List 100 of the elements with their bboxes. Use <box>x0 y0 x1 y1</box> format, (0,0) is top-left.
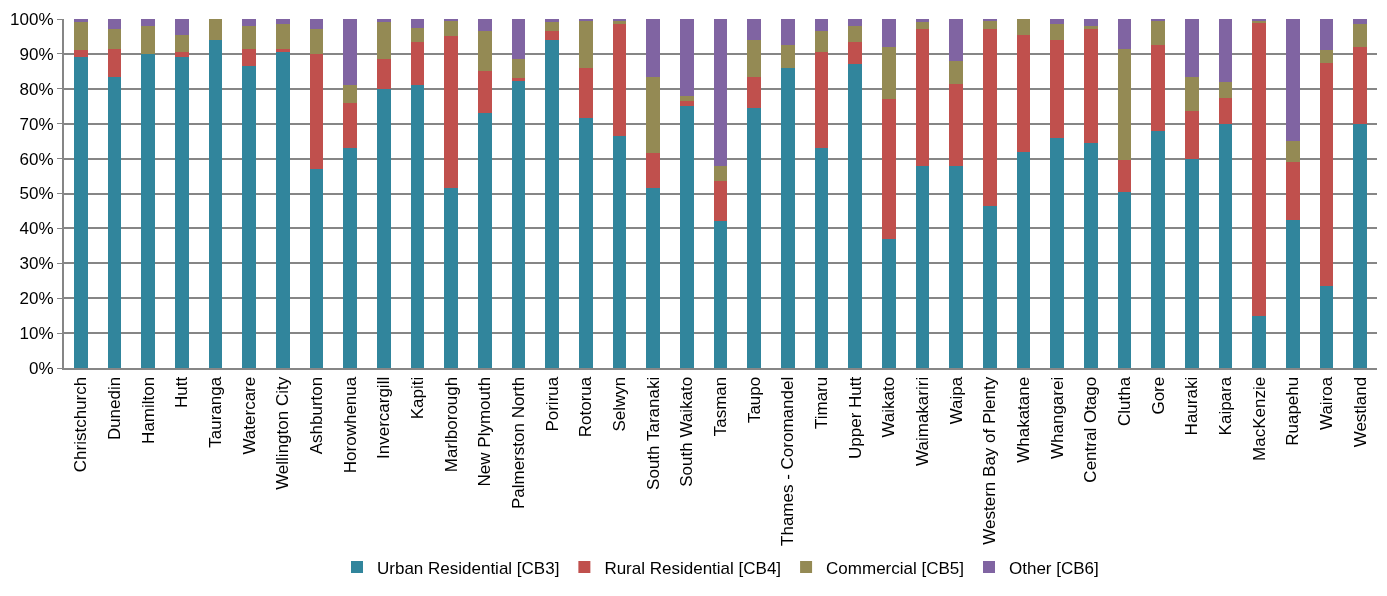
bar <box>1050 137 1064 368</box>
bar <box>1185 111 1199 159</box>
bar <box>377 22 391 60</box>
bar <box>511 80 526 368</box>
y-tick-label: 10% <box>19 324 54 344</box>
y-tick-label: 30% <box>19 254 54 274</box>
bar <box>309 29 324 54</box>
x-tick-label: Waimakariri <box>913 376 933 466</box>
bar <box>579 67 593 119</box>
bar <box>309 19 324 30</box>
bar <box>814 52 829 149</box>
bar <box>1050 24 1064 40</box>
bar <box>1353 19 1367 25</box>
x-tick-label: Western Bay of Plenty <box>980 376 1000 545</box>
bar <box>1117 160 1132 192</box>
bar <box>949 60 963 84</box>
bar <box>1050 39 1064 138</box>
bar <box>848 64 862 368</box>
bar <box>545 39 559 368</box>
x-tick-label: Porirua <box>542 376 562 432</box>
bar <box>175 57 189 368</box>
bar <box>949 165 963 368</box>
x-tick-label: Hauraki <box>1182 376 1202 436</box>
bar <box>1185 19 1199 77</box>
bar <box>175 34 189 53</box>
x-tick-label: Marlborough <box>441 376 461 473</box>
bar <box>1286 19 1300 142</box>
bar <box>1151 130 1165 368</box>
bar <box>848 41 862 65</box>
x-tick-label: Kaipara <box>1216 376 1236 436</box>
bar <box>747 76 761 108</box>
bar <box>949 19 963 61</box>
bar <box>309 169 324 368</box>
legend-label: Other [CB6] <box>1009 558 1099 578</box>
x-tick-label: Palmerston North <box>509 376 529 510</box>
bar <box>74 22 88 51</box>
y-tick-label: 40% <box>19 219 54 239</box>
bar <box>1151 20 1165 46</box>
bar <box>1050 19 1064 25</box>
bar <box>1084 19 1098 26</box>
bar <box>781 19 795 46</box>
bar <box>579 118 593 368</box>
bar <box>1117 48 1132 161</box>
bar <box>377 88 391 368</box>
bar <box>242 66 256 368</box>
bar <box>276 19 290 25</box>
bar <box>814 19 829 32</box>
bar <box>747 39 761 77</box>
bar <box>141 53 155 368</box>
bar <box>377 59 391 89</box>
x-tick-label: South Taranaki <box>643 376 663 490</box>
y-tick-label: 90% <box>19 44 54 64</box>
bar <box>444 20 458 37</box>
x-tick-label: Timaru <box>812 376 832 430</box>
bar <box>713 181 728 222</box>
bar <box>646 188 660 368</box>
bar <box>983 20 997 30</box>
bar <box>814 31 829 53</box>
bar <box>478 31 492 72</box>
x-tick-label: Clutha <box>1115 376 1135 426</box>
bar <box>612 24 627 136</box>
bar <box>107 48 122 77</box>
bar <box>107 29 122 49</box>
bar <box>713 165 728 182</box>
x-tick-label: Taupo <box>744 376 764 424</box>
bar <box>1319 62 1334 286</box>
bar <box>713 221 728 368</box>
bar <box>242 25 256 49</box>
bar <box>814 148 829 368</box>
x-tick-label: Waipa <box>946 376 966 425</box>
x-tick-label: Christchurch <box>71 376 91 473</box>
bar <box>882 238 896 368</box>
y-tick-label: 20% <box>19 289 54 309</box>
x-tick-label: MacKenzie <box>1249 376 1269 461</box>
bar <box>848 25 862 42</box>
x-tick-label: Watercare <box>239 376 259 455</box>
bar <box>882 99 896 239</box>
bar <box>781 67 795 368</box>
x-tick-label: Wellington City <box>273 376 293 490</box>
bar <box>646 153 660 189</box>
bar <box>1353 24 1367 47</box>
bar <box>882 19 896 47</box>
y-tick-label: 100% <box>10 9 54 29</box>
y-tick-label: 70% <box>19 114 54 134</box>
bar <box>410 85 425 368</box>
x-tick-label: Whakatane <box>1014 376 1034 463</box>
bar <box>478 19 492 32</box>
bar <box>1016 151 1031 368</box>
x-tick-label: Invercargill <box>374 376 394 459</box>
bar <box>612 135 627 368</box>
bar <box>276 52 290 368</box>
x-tick-label: Tasman <box>711 376 731 437</box>
legend-label: Commercial [CB5] <box>826 558 964 578</box>
bar <box>74 50 88 58</box>
bar <box>646 19 660 77</box>
y-tick-label: 50% <box>19 184 54 204</box>
bar <box>343 85 357 103</box>
bar <box>107 19 122 30</box>
legend-label: Rural Residential [CB4] <box>604 558 782 578</box>
bar <box>1185 76 1199 112</box>
